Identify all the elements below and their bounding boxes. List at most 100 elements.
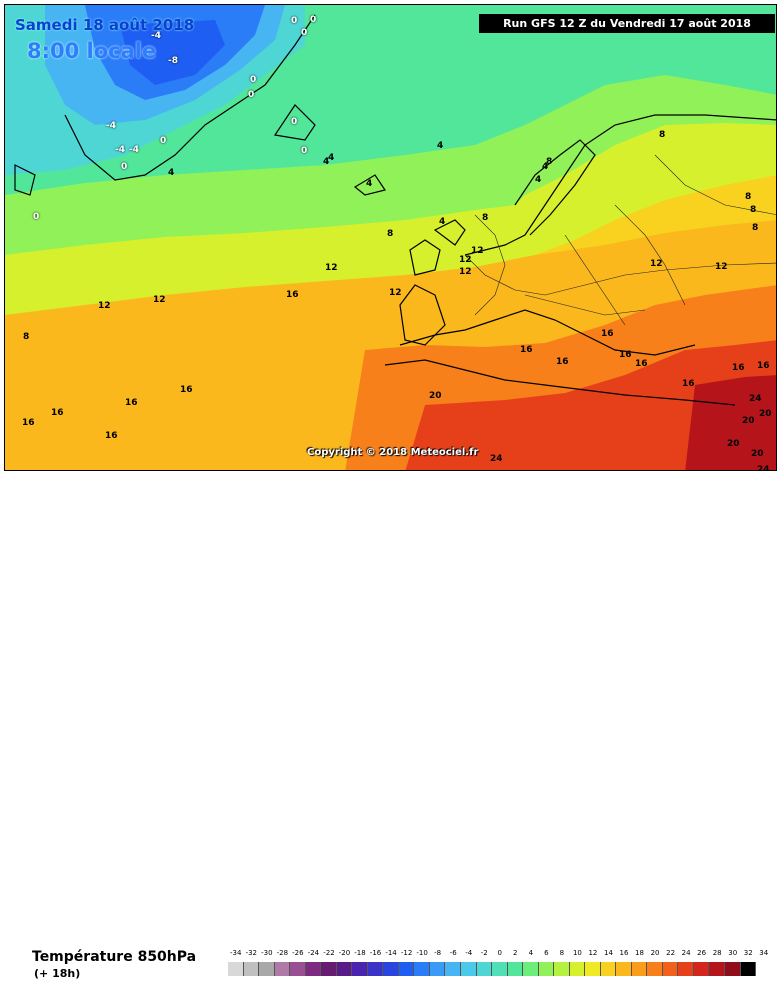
isotherm-label: 16	[125, 398, 138, 408]
isotherm-label: 0	[301, 146, 308, 156]
isotherm-label: 4	[323, 157, 330, 167]
isotherm-label: -4	[151, 31, 161, 41]
isotherm-label: 16	[635, 359, 648, 369]
legend-tick-label: 12	[588, 949, 598, 957]
legend-tick-label: 0	[497, 949, 502, 957]
legend-color-cell	[554, 962, 570, 976]
legend-color-cell	[429, 962, 446, 976]
isotherm-label: 12	[325, 263, 338, 273]
legend-color-cell	[445, 962, 461, 976]
zone-northwarm	[435, 155, 545, 210]
map-footer: Température 850hPa (+ 18h) -34 -32 -30 -28-…	[0, 471, 781, 980]
legend-tick-label: 34	[759, 949, 769, 957]
isotherm-label: 16	[757, 361, 770, 371]
legend-tick-label: -32	[245, 949, 257, 957]
legend-color-cell	[678, 962, 694, 976]
legend-tick-label: 20	[650, 949, 660, 957]
legend-color-cell	[476, 962, 493, 976]
legend-color-cell	[740, 962, 757, 976]
country-borders	[464, 154, 776, 326]
model-run-label: Run GFS 12 Z du Vendredi 17 août 2018	[479, 14, 775, 33]
legend-tick-label: -10	[416, 949, 428, 957]
legend-color-cell	[725, 962, 741, 976]
isotherm-label: 20	[727, 439, 740, 449]
legend-tick-label: 30	[728, 949, 738, 957]
legend-color-cell	[662, 962, 679, 976]
isotherm-label: 16	[286, 290, 299, 300]
weather-map-frame: -4 -8 -4 -4 -4 0 0 0 0 0 0 0 0 0 0 4 4 4 4 4 4 4 4 8 8 8 8 8 8 8 8 12 12…	[0, 4, 781, 980]
legend-tick-label: 32	[743, 949, 753, 957]
legend-color-cell	[274, 962, 291, 976]
copyright-notice: Copyright © 2018 Meteociel.fr	[307, 447, 479, 458]
isotherm-label: -4	[129, 145, 139, 155]
isotherm-label: 4	[437, 141, 444, 151]
isotherm-label: 16	[51, 408, 64, 418]
legend-tick-label: -2	[480, 949, 488, 957]
isotherm-label: 12	[459, 255, 472, 265]
isotherm-label: 8	[387, 229, 394, 239]
legend-tick-label: 2	[513, 949, 518, 957]
legend-color-cell	[414, 962, 430, 976]
legend-color-cell	[538, 962, 555, 976]
zone-red	[405, 340, 776, 470]
forecast-offset: (+ 18h)	[34, 967, 81, 980]
legend-tick-label: -28	[276, 949, 289, 957]
isotherm-label: 16	[732, 363, 745, 373]
isotherm-label: 0	[250, 75, 257, 85]
legend-tick-label: -6	[449, 949, 457, 957]
legend-color-cell	[647, 962, 663, 976]
legend-tick-label: 28	[712, 949, 722, 957]
legend-color-cell	[709, 962, 725, 976]
isotherm-label: 8	[745, 192, 752, 202]
legend-color-cell	[259, 962, 275, 976]
temperature-map: -4 -8 -4 -4 -4 0 0 0 0 0 0 0 0 0 0 4 4 4 4 4 4 4 4 8 8 8 8 8 8 8 8 12 12…	[4, 4, 777, 471]
variable-title: Température 850hPa	[32, 949, 197, 965]
zone-darkblue	[120, 20, 225, 85]
isotherm-label: 16	[105, 431, 118, 441]
legend-color-cell	[321, 962, 337, 976]
legend-color-cell	[228, 962, 244, 976]
isotherm-label: 12	[471, 246, 484, 256]
isotherm-label: -4	[115, 145, 125, 155]
legend-tick-label: -30	[261, 949, 273, 957]
isotherm-label: 0	[121, 162, 128, 172]
forecast-date: Samedi 18 août 2018	[15, 16, 195, 34]
map-graphic	[5, 5, 776, 470]
isotherm-label: -8	[168, 56, 178, 66]
isotherm-label: 16	[682, 379, 695, 389]
isotherm-label: 0	[310, 15, 317, 25]
isotherm-label: 8	[659, 130, 666, 140]
isotherm-label: 0	[248, 90, 255, 100]
isotherm-label: 0	[33, 212, 40, 222]
isotherm-label: 12	[715, 262, 728, 272]
legend-color-cell	[631, 962, 648, 976]
legend-color-cell	[352, 962, 368, 976]
isotherm-label: 0	[160, 136, 167, 146]
legend-color-cell	[523, 962, 539, 976]
legend-color-cell	[492, 962, 508, 976]
legend-color-cell	[243, 962, 260, 976]
legend-color-cell	[460, 962, 477, 976]
isotherm-label: 20	[751, 449, 764, 459]
isotherm-label: 24	[490, 454, 503, 464]
isotherm-label: 16	[601, 329, 614, 339]
legend-color-cell	[398, 962, 415, 976]
legend-color-cell	[600, 962, 617, 976]
legend-tick-label: -16	[369, 949, 382, 957]
isotherm-label: 12	[153, 295, 166, 305]
isotherm-label: 8	[750, 205, 757, 215]
legend-color-cell	[507, 962, 524, 976]
legend-tick-label: -24	[307, 949, 320, 957]
legend-tick-label: -18	[354, 949, 366, 957]
isotherm-label: 20	[742, 416, 755, 426]
isotherm-label: 24	[757, 465, 770, 471]
legend-tick-label: 6	[544, 949, 549, 957]
isotherm-label: 8	[482, 213, 489, 223]
isotherm-label: 4	[535, 175, 542, 185]
legend-color-cell	[693, 962, 710, 976]
legend-color-cell	[336, 962, 353, 976]
isotherm-label: 4	[168, 168, 175, 178]
legend-tick-label: 22	[666, 949, 676, 957]
legend-tick-label: -12	[400, 949, 413, 957]
legend-color-bar	[228, 962, 757, 976]
